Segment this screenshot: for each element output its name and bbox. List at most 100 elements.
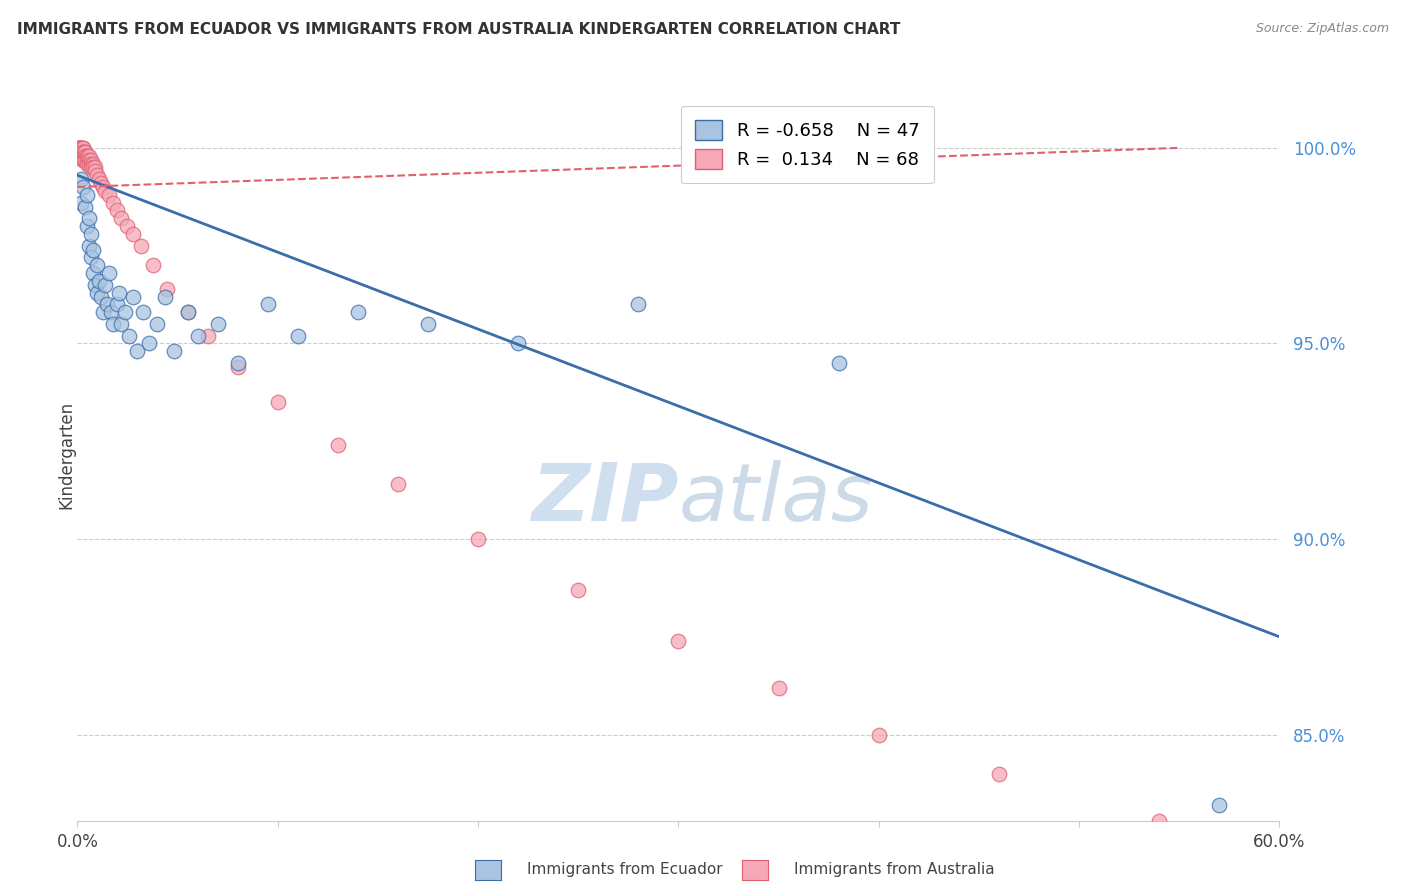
- Point: [70, 145, 93, 159]
- Point: [416, 317, 439, 331]
- Point: [70, 149, 93, 163]
- Point: [94, 184, 117, 198]
- Point: [387, 477, 409, 491]
- Text: IMMIGRANTS FROM ECUADOR VS IMMIGRANTS FROM AUSTRALIA KINDERGARTEN CORRELATION CH: IMMIGRANTS FROM ECUADOR VS IMMIGRANTS FR…: [17, 22, 900, 37]
- Point: [96, 297, 118, 311]
- Point: [72, 141, 94, 155]
- Point: [80, 161, 103, 175]
- Point: [67, 141, 90, 155]
- Point: [67, 141, 90, 155]
- Point: [226, 356, 249, 370]
- Point: [108, 285, 131, 300]
- Point: [82, 243, 104, 257]
- Point: [156, 282, 179, 296]
- Point: [82, 161, 104, 175]
- Point: [82, 266, 104, 280]
- Point: [70, 141, 93, 155]
- Point: [67, 145, 90, 159]
- Point: [93, 180, 115, 194]
- Point: [131, 238, 153, 252]
- Point: [86, 168, 108, 182]
- Point: [89, 172, 111, 186]
- Point: [80, 251, 103, 265]
- Point: [75, 153, 97, 167]
- Point: [668, 633, 690, 648]
- Point: [467, 532, 489, 546]
- Point: [155, 289, 177, 303]
- Point: [207, 317, 229, 331]
- Text: atlas: atlas: [679, 459, 873, 538]
- Y-axis label: Kindergarten: Kindergarten: [58, 401, 75, 509]
- Text: Immigrants from Australia: Immigrants from Australia: [794, 863, 995, 877]
- Point: [72, 141, 94, 155]
- Point: [567, 582, 589, 597]
- Point: [103, 195, 125, 210]
- Point: [67, 141, 90, 155]
- Point: [79, 156, 101, 170]
- Point: [76, 153, 98, 167]
- Point: [72, 149, 94, 163]
- Point: [79, 238, 101, 252]
- Point: [117, 219, 139, 233]
- Point: [768, 681, 790, 695]
- Point: [347, 305, 370, 319]
- Point: [988, 766, 1011, 780]
- Point: [110, 211, 132, 226]
- Point: [107, 297, 129, 311]
- Point: [93, 305, 115, 319]
- Point: [98, 266, 121, 280]
- Text: ZIP: ZIP: [531, 459, 679, 538]
- Point: [72, 153, 94, 167]
- Legend: R = -0.658    N = 47, R =  0.134    N = 68: R = -0.658 N = 47, R = 0.134 N = 68: [681, 105, 934, 183]
- Point: [80, 156, 103, 170]
- Point: [80, 153, 103, 167]
- Point: [86, 285, 108, 300]
- Point: [82, 156, 104, 170]
- Point: [70, 149, 93, 163]
- Point: [226, 359, 249, 374]
- Point: [67, 141, 90, 155]
- Point: [84, 277, 107, 292]
- Point: [76, 187, 98, 202]
- Point: [75, 153, 97, 167]
- Point: [70, 141, 93, 155]
- Point: [70, 145, 93, 159]
- Point: [75, 145, 97, 159]
- Point: [72, 145, 94, 159]
- Point: [79, 149, 101, 163]
- Point: [508, 336, 530, 351]
- Point: [70, 172, 93, 186]
- Point: [67, 145, 90, 159]
- Point: [79, 153, 101, 167]
- Text: Source: ZipAtlas.com: Source: ZipAtlas.com: [1256, 22, 1389, 36]
- Point: [76, 219, 98, 233]
- Point: [118, 328, 141, 343]
- Point: [868, 728, 890, 742]
- Point: [103, 317, 125, 331]
- Point: [187, 328, 209, 343]
- Text: Immigrants from Ecuador: Immigrants from Ecuador: [527, 863, 723, 877]
- Point: [86, 258, 108, 272]
- Point: [132, 305, 155, 319]
- Point: [80, 227, 103, 241]
- Point: [90, 176, 112, 190]
- Point: [75, 145, 97, 159]
- Point: [72, 153, 94, 167]
- Point: [75, 200, 97, 214]
- Point: [138, 336, 160, 351]
- Point: [70, 149, 93, 163]
- Point: [110, 317, 132, 331]
- Point: [1149, 814, 1171, 828]
- Point: [627, 297, 650, 311]
- Point: [70, 195, 93, 210]
- Point: [122, 227, 145, 241]
- Point: [176, 305, 198, 319]
- Point: [76, 149, 98, 163]
- Point: [122, 289, 145, 303]
- Point: [94, 277, 117, 292]
- Point: [100, 305, 122, 319]
- Point: [256, 297, 278, 311]
- Point: [162, 344, 184, 359]
- Point: [267, 395, 290, 409]
- Point: [79, 211, 101, 226]
